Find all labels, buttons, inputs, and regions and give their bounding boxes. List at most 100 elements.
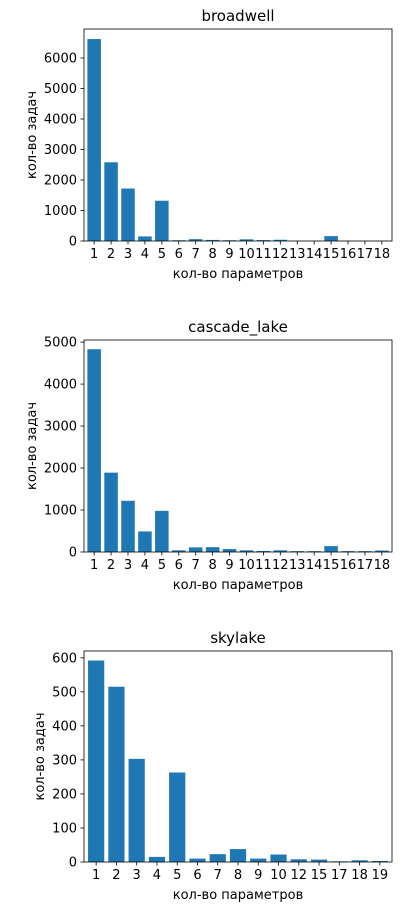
y-tick-label: 100 bbox=[52, 821, 77, 836]
y-tick-label: 400 bbox=[52, 719, 77, 734]
bar-9 bbox=[223, 549, 237, 552]
x-tick-label: 1 bbox=[90, 558, 98, 573]
x-axis-label: кол-во параметров bbox=[173, 888, 303, 903]
bar-3 bbox=[121, 189, 135, 241]
x-tick-label: 15 bbox=[323, 247, 340, 262]
y-tick-label: 0 bbox=[69, 856, 77, 871]
x-tick-label: 1 bbox=[92, 868, 100, 883]
x-axis-label: кол-во параметров bbox=[173, 578, 303, 593]
x-tick-label: 6 bbox=[193, 868, 201, 883]
y-tick-label: 0 bbox=[69, 235, 77, 250]
y-axis-label: кол-во задач bbox=[25, 91, 40, 179]
x-tick-label: 4 bbox=[153, 868, 161, 883]
x-tick-label: 15 bbox=[323, 558, 340, 573]
y-tick-label: 600 bbox=[52, 651, 77, 666]
x-tick-label: 9 bbox=[225, 247, 233, 262]
x-tick-label: 12 bbox=[272, 558, 289, 573]
x-tick-label: 8 bbox=[208, 247, 216, 262]
x-tick-label: 4 bbox=[141, 247, 149, 262]
y-tick-label: 4000 bbox=[44, 378, 77, 393]
x-tick-label: 9 bbox=[225, 558, 233, 573]
bar-15 bbox=[324, 546, 338, 552]
x-tick-label: 8 bbox=[234, 868, 242, 883]
y-tick-label: 2000 bbox=[44, 173, 77, 188]
x-tick-label: 18 bbox=[374, 558, 391, 573]
x-tick-label: 2 bbox=[107, 247, 115, 262]
x-tick-label: 6 bbox=[175, 247, 183, 262]
bar-7 bbox=[189, 547, 203, 552]
x-tick-label: 15 bbox=[311, 868, 328, 883]
y-tick-label: 5000 bbox=[44, 336, 77, 351]
bar-8 bbox=[206, 547, 220, 552]
bar-1 bbox=[88, 661, 104, 862]
x-tick-label: 3 bbox=[124, 558, 132, 573]
x-tick-label: 12 bbox=[272, 247, 289, 262]
y-tick-label: 6000 bbox=[44, 51, 77, 66]
y-tick-label: 200 bbox=[52, 787, 77, 802]
x-tick-label: 1 bbox=[90, 247, 98, 262]
y-tick-label: 500 bbox=[52, 685, 77, 700]
x-tick-label: 16 bbox=[340, 247, 357, 262]
x-tick-label: 10 bbox=[238, 247, 255, 262]
x-tick-label: 18 bbox=[351, 868, 368, 883]
y-tick-label: 4000 bbox=[44, 112, 77, 127]
bar-3 bbox=[121, 501, 135, 552]
y-tick-label: 2000 bbox=[44, 462, 77, 477]
bar-9 bbox=[250, 859, 266, 862]
y-tick-label: 5000 bbox=[44, 82, 77, 97]
bar-5 bbox=[155, 511, 169, 552]
x-tick-label: 18 bbox=[374, 247, 391, 262]
bar-8 bbox=[230, 849, 246, 862]
x-tick-label: 7 bbox=[214, 868, 222, 883]
x-tick-label: 8 bbox=[208, 558, 216, 573]
x-tick-label: 19 bbox=[372, 868, 389, 883]
y-axis-label: кол-во задач bbox=[25, 402, 40, 490]
y-tick-label: 1000 bbox=[44, 504, 77, 519]
x-tick-label: 9 bbox=[254, 868, 262, 883]
chart-title: skylake bbox=[210, 629, 266, 647]
x-tick-label: 13 bbox=[289, 247, 306, 262]
x-tick-label: 14 bbox=[306, 247, 323, 262]
bar-2 bbox=[108, 687, 124, 862]
x-axis-label: кол-во параметров bbox=[173, 267, 303, 282]
bar-15 bbox=[324, 236, 338, 241]
x-tick-label: 7 bbox=[192, 247, 200, 262]
bar-10 bbox=[270, 855, 286, 862]
x-tick-label: 5 bbox=[158, 247, 166, 262]
bar-1 bbox=[87, 349, 101, 552]
chart-title: broadwell bbox=[201, 7, 274, 25]
x-tick-label: 5 bbox=[158, 558, 166, 573]
bar-1 bbox=[87, 39, 101, 241]
y-tick-label: 300 bbox=[52, 753, 77, 768]
x-tick-label: 14 bbox=[306, 558, 323, 573]
x-tick-label: 17 bbox=[357, 247, 374, 262]
x-tick-label: 4 bbox=[141, 558, 149, 573]
bar-5 bbox=[169, 773, 185, 863]
x-tick-label: 6 bbox=[175, 558, 183, 573]
y-axis-label: кол-во задач bbox=[33, 712, 48, 800]
y-tick-label: 3000 bbox=[44, 420, 77, 435]
x-tick-label: 3 bbox=[124, 247, 132, 262]
y-tick-label: 1000 bbox=[44, 204, 77, 219]
bar-4 bbox=[138, 531, 152, 552]
x-tick-label: 10 bbox=[270, 868, 287, 883]
chart-title: cascade_lake bbox=[188, 318, 288, 337]
x-tick-label: 13 bbox=[289, 558, 306, 573]
bar-2 bbox=[104, 162, 118, 241]
x-tick-label: 11 bbox=[255, 247, 272, 262]
bar-5 bbox=[155, 201, 169, 241]
x-tick-label: 2 bbox=[107, 558, 115, 573]
bar-7 bbox=[210, 854, 226, 862]
bar-12 bbox=[291, 859, 307, 862]
x-tick-label: 17 bbox=[331, 868, 348, 883]
x-tick-label: 5 bbox=[173, 868, 181, 883]
x-tick-label: 11 bbox=[255, 558, 272, 573]
bar-2 bbox=[104, 473, 118, 552]
y-tick-label: 3000 bbox=[44, 143, 77, 158]
x-tick-label: 17 bbox=[357, 558, 374, 573]
